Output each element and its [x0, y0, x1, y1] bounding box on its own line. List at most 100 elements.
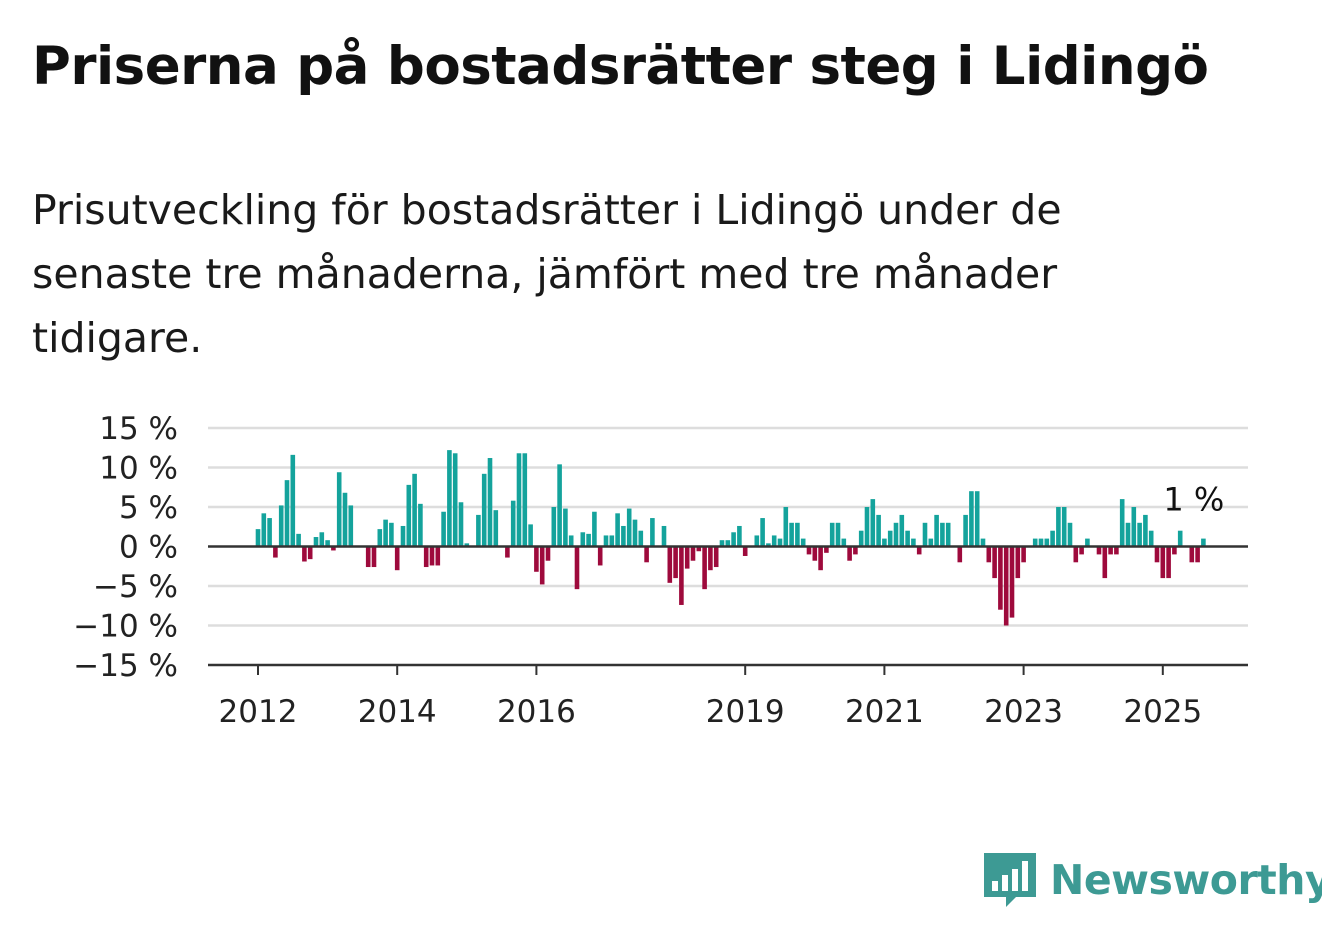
x-tick-label: 2014: [358, 694, 437, 730]
bar: [516, 453, 522, 547]
bar: [1050, 530, 1055, 547]
bar: [539, 546, 545, 585]
bar: [963, 514, 968, 547]
brand: Newsworthy: [980, 848, 1322, 912]
bar: [922, 522, 928, 547]
bar: [911, 538, 916, 547]
bar: [505, 546, 510, 558]
bar: [336, 472, 342, 547]
bar: [1125, 522, 1131, 547]
bar: [725, 540, 731, 547]
bar: [545, 546, 551, 561]
bar: [307, 546, 313, 560]
bar: [1102, 546, 1108, 579]
bar: [940, 522, 945, 547]
bar: [800, 538, 806, 547]
bar: [342, 492, 348, 547]
bar: [754, 535, 760, 547]
bar: [673, 546, 678, 579]
bar: [597, 546, 603, 566]
bar: [858, 530, 864, 547]
last-value-annotation: 1 %: [1163, 481, 1224, 519]
bar: [905, 530, 910, 547]
bar: [1056, 507, 1061, 547]
bar: [423, 546, 429, 568]
y-tick-label: −15 %: [73, 648, 178, 684]
bar: [847, 546, 852, 561]
x-tick-label: 2021: [845, 694, 924, 730]
bar: [1177, 530, 1183, 547]
bar: [945, 522, 951, 547]
bar: [603, 535, 609, 547]
bar: [447, 450, 452, 547]
bar: [609, 535, 615, 547]
bar: [452, 453, 458, 547]
bar: [574, 546, 580, 590]
bar: [731, 532, 736, 547]
x-tick-label: 2016: [497, 694, 576, 730]
bar: [690, 546, 696, 561]
x-axis-labels: 2012 2014 2016 2019 2021 2023 2025: [219, 665, 1202, 730]
bar: [1044, 538, 1050, 547]
bar: [824, 546, 829, 553]
bar: [551, 507, 557, 547]
bar: [1108, 546, 1113, 555]
bar: [998, 546, 1003, 610]
bar: [278, 505, 284, 547]
bar: [481, 473, 487, 547]
bar: [737, 525, 742, 547]
bar: [534, 546, 539, 572]
bar-chart: 15 %10 %5 %0 %−5 %−10 %−15 % 2012 2014 201…: [73, 411, 1248, 730]
bar: [742, 546, 748, 556]
bar: [771, 535, 777, 547]
bar: [400, 525, 406, 547]
bar: [1160, 546, 1166, 579]
bar: [1096, 546, 1102, 555]
bar: [1021, 546, 1026, 563]
bar: [528, 524, 533, 547]
bar: [476, 514, 481, 547]
bar: [522, 453, 528, 547]
bar: [650, 518, 655, 547]
x-tick-label: 2025: [1123, 694, 1202, 730]
bar: [1015, 546, 1021, 579]
bar: [406, 484, 412, 547]
y-tick-label: 0 %: [119, 530, 178, 566]
bar: [371, 546, 377, 568]
bar: [284, 480, 290, 547]
brand-name: Newsworthy: [1050, 856, 1322, 904]
bar: [261, 513, 267, 547]
bar: [928, 538, 934, 547]
bar: [592, 511, 597, 547]
bar: [1131, 507, 1137, 547]
bar: [661, 525, 667, 547]
bar: [1073, 546, 1079, 563]
chart-title: Priserna på bostadsrätter steg i Lidingö: [32, 36, 1209, 97]
bar: [812, 546, 818, 561]
bar: [325, 540, 330, 547]
bar: [1114, 546, 1119, 555]
bar: [876, 514, 881, 547]
bar: [586, 533, 591, 547]
bar: [1201, 538, 1206, 547]
y-tick-label: 5 %: [119, 490, 178, 526]
bar: [389, 522, 394, 547]
bar: [986, 546, 992, 563]
x-tick-label: 2019: [706, 694, 785, 730]
bar: [418, 503, 423, 547]
bar: [713, 546, 719, 568]
bar: [1172, 546, 1177, 555]
bar: [493, 510, 499, 547]
bar: [684, 546, 690, 569]
bar: [835, 522, 841, 547]
bar: [429, 546, 435, 566]
bar: [1003, 546, 1009, 626]
bar: [1137, 522, 1142, 547]
bar: [864, 507, 870, 547]
bar: [1061, 507, 1067, 547]
bar: [644, 546, 649, 563]
bar: [1085, 538, 1090, 547]
bar: [557, 464, 562, 547]
bar: [760, 518, 765, 547]
x-tick-label: 2012: [219, 694, 298, 730]
